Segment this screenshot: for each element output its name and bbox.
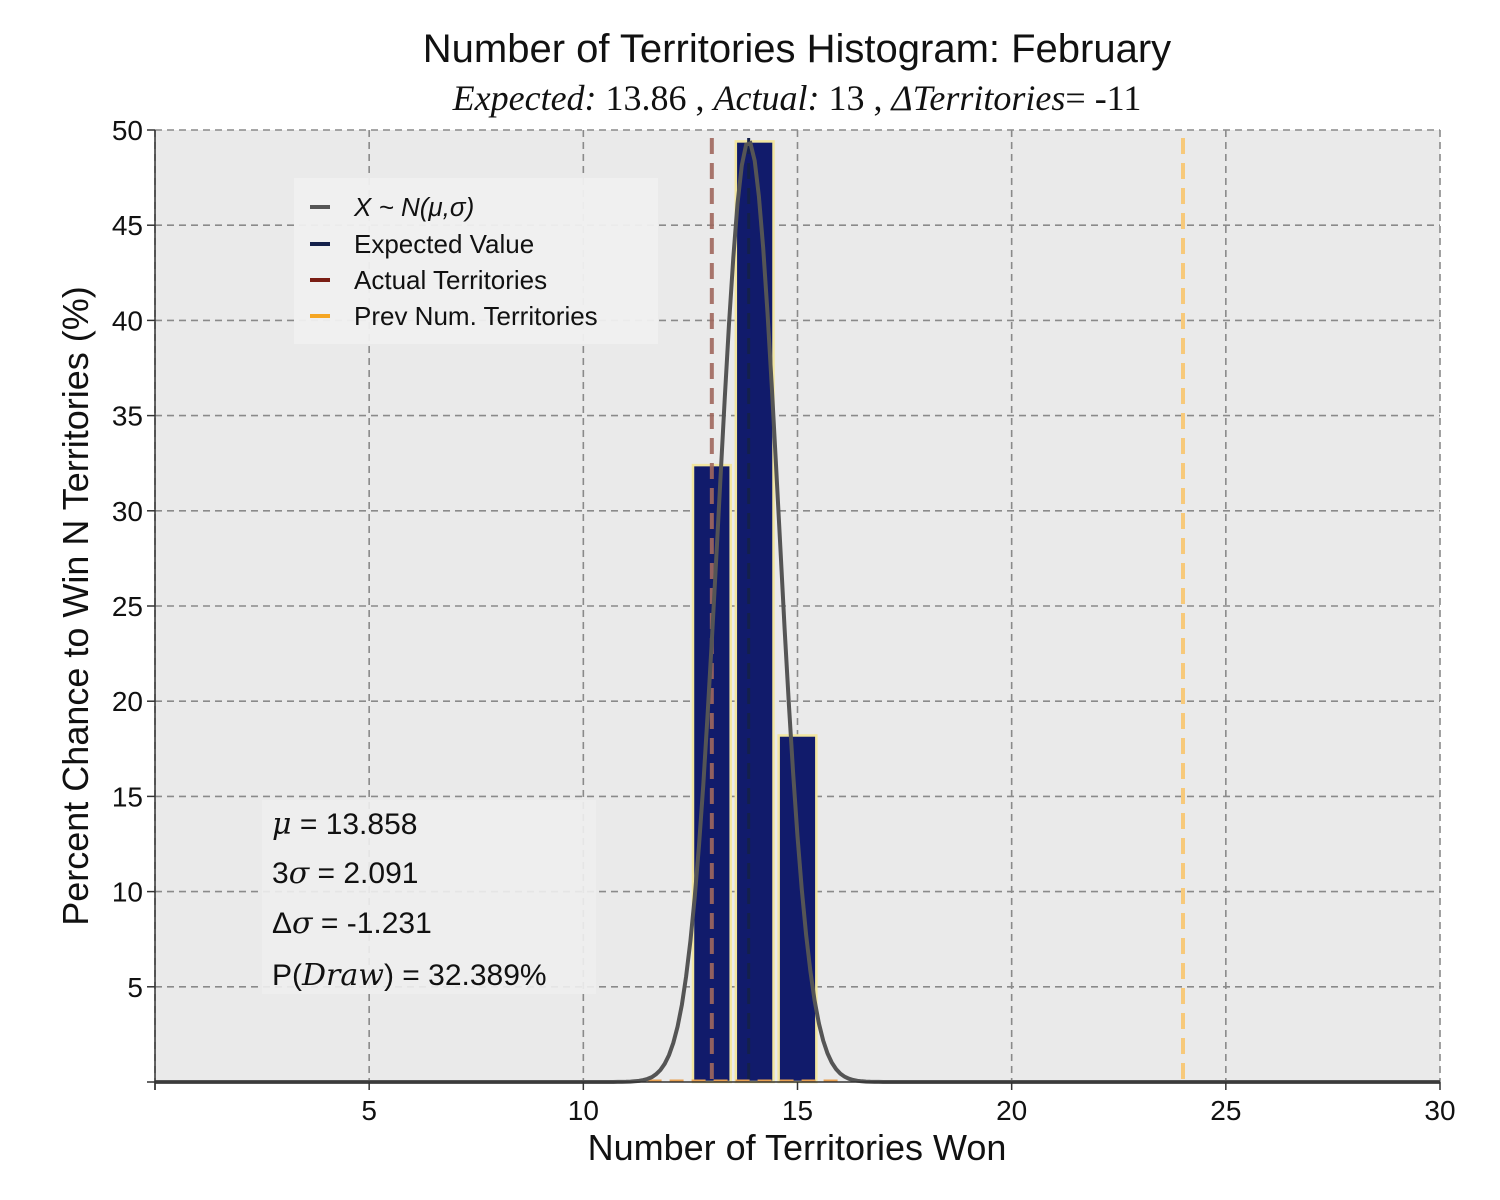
grid (154, 129, 1441, 1082)
legend-label-previous: Prev Num. Territories (354, 301, 598, 331)
x-tick-label-15: 15 (782, 1095, 813, 1126)
bar-15 (777, 734, 818, 1084)
y-tick-label-15: 15 (112, 781, 143, 812)
x-tick-label-10: 10 (568, 1095, 599, 1126)
x-tick-label-25: 25 (1210, 1095, 1241, 1126)
chart-subtitle: Expected: 13.86 , Actual: 13 , ΔTerritor… (452, 78, 1142, 118)
y-tick-label-25: 25 (112, 591, 143, 622)
legend-label-actual: Actual Territories (354, 265, 547, 295)
x-tick-label-5: 5 (361, 1095, 377, 1126)
y-tick-label-45: 45 (112, 210, 143, 241)
y-tick-label-35: 35 (112, 401, 143, 432)
subtitle-actual-value: 13 (829, 78, 865, 118)
y-tick-label-20: 20 (112, 686, 143, 717)
y-tick-label-40: 40 (112, 305, 143, 336)
subtitle-expected-value: 13.86 (606, 78, 687, 118)
legend-label-normal: X ~ N(μ,σ) (353, 192, 474, 222)
y-tick-label-50: 50 (112, 115, 143, 146)
subtitle-delta-eq: = (1065, 78, 1085, 118)
y-tick-label-30: 30 (112, 496, 143, 527)
y-axis-label: Percent Chance to Win N Territories (%) (55, 286, 96, 926)
axes: 5 10 15 20 25 30 5 10 15 20 25 30 35 40 45 50 (112, 115, 1456, 1126)
legend: X ~ N(μ,σ) Expected Value Actual Territo… (294, 178, 658, 344)
stat-p-draw: P(Draw) = 32.389% (272, 958, 547, 993)
subtitle-delta-label: ΔTerritories (890, 78, 1066, 118)
y-tick-label-10: 10 (112, 877, 143, 908)
x-axis-label: Number of Territories Won (588, 1127, 1007, 1168)
subtitle-expected-label: Expected: (452, 78, 597, 118)
subtitle-sep-2: , (874, 78, 883, 118)
stats-box: μ = 13.858 3σ = 2.091 Δσ = -1.231 P(Draw… (262, 800, 596, 994)
bar-14 (734, 140, 775, 1084)
stat-delta-sigma: Δσ = -1.231 (272, 906, 432, 941)
stat-3sigma: 3σ = 2.091 (272, 856, 418, 891)
stat-mu: μ = 13.858 (272, 807, 417, 842)
stats-box-bg (262, 800, 596, 994)
reference-lines (647, 138, 1185, 1083)
y-tick-label-5: 5 (127, 972, 143, 1003)
chart-title: Number of Territories Histogram: Februar… (423, 27, 1171, 71)
x-tick-label-20: 20 (996, 1095, 1027, 1126)
subtitle-actual-label: Actual: (712, 78, 820, 118)
legend-label-expected: Expected Value (354, 229, 534, 259)
legend-box (294, 178, 658, 344)
subtitle-delta-value: -11 (1095, 78, 1142, 118)
x-tick-label-30: 30 (1424, 1095, 1455, 1126)
subtitle-sep-1: , (696, 78, 705, 118)
